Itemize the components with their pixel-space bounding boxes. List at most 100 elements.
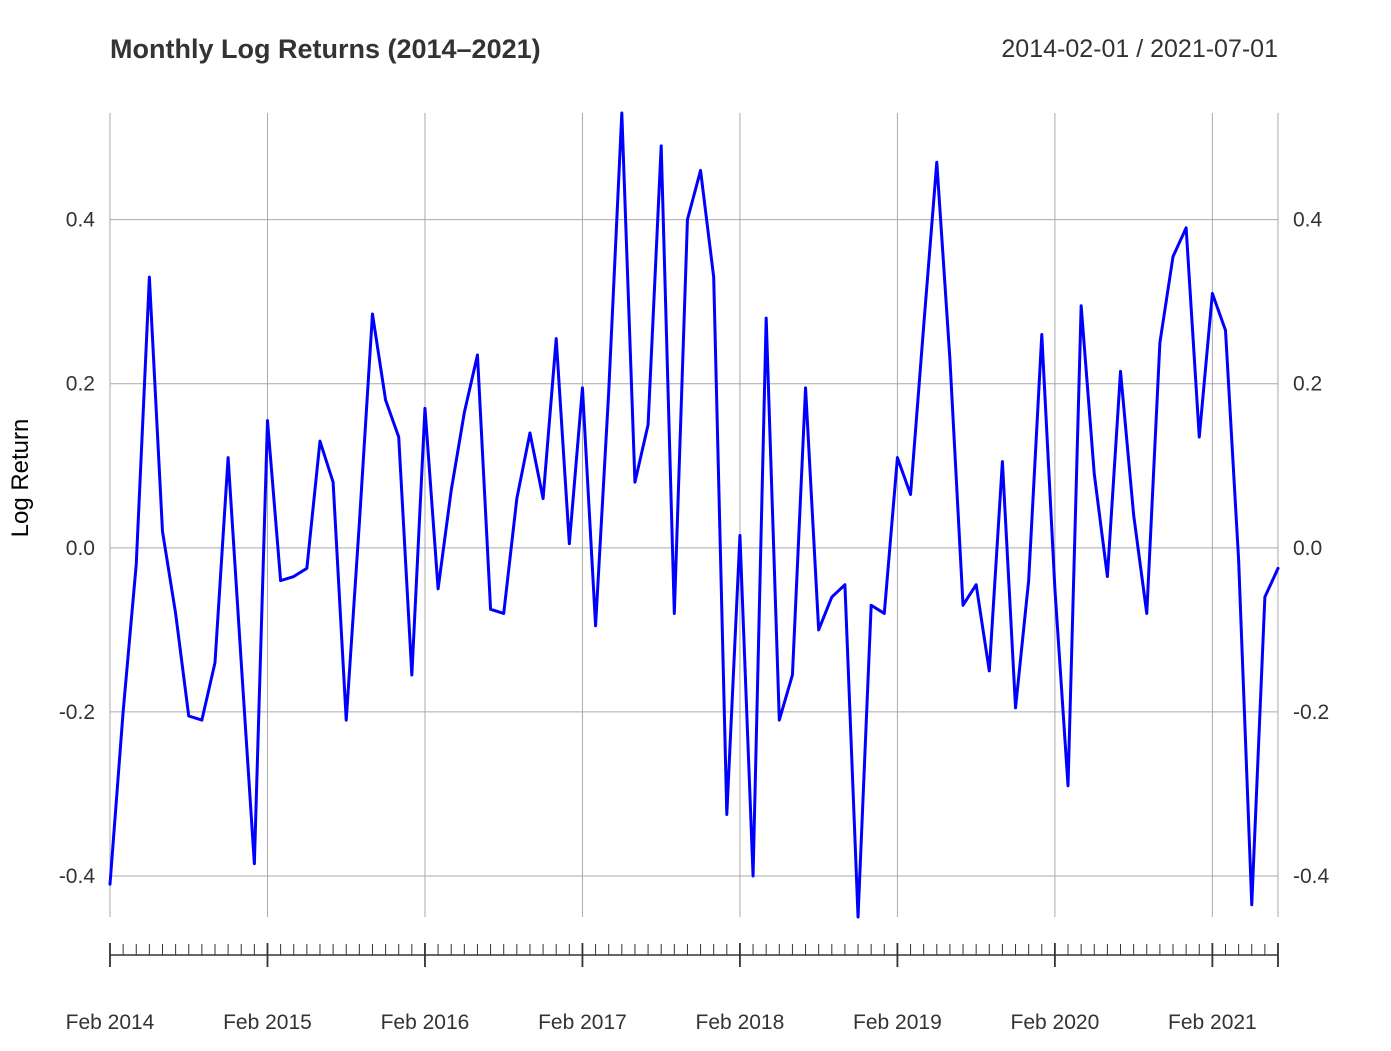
data-point [463, 411, 466, 414]
data-point [436, 587, 440, 591]
data-point [200, 718, 204, 722]
data-point [594, 624, 597, 627]
data-point [502, 612, 505, 615]
y-tick-label-right: -0.2 [1293, 701, 1329, 724]
y-tick-label-right: 0.2 [1293, 373, 1322, 396]
x-tick-label: Feb 2019 [853, 1011, 942, 1034]
data-point [581, 386, 584, 390]
data-point [1211, 292, 1214, 295]
data-point [633, 480, 637, 484]
data-point [305, 567, 309, 570]
data-point [358, 522, 361, 525]
data-point [253, 862, 256, 865]
series-line [108, 111, 1280, 919]
series-line-group [108, 111, 1280, 919]
data-point [161, 530, 164, 533]
data-point [712, 275, 715, 279]
data-point [240, 661, 243, 664]
data-point [896, 456, 899, 459]
data-point [135, 563, 138, 566]
data-point [1263, 595, 1267, 599]
x-tick-label: Feb 2017 [538, 1011, 627, 1034]
y-tick-label-right: 0.0 [1293, 537, 1322, 560]
data-point [869, 604, 873, 607]
data-point [450, 489, 453, 492]
data-point [397, 435, 400, 439]
chart-title: Monthly Log Returns (2014–2021) [110, 34, 541, 64]
data-point [187, 714, 190, 718]
y-axis-title: Log Return [7, 419, 34, 538]
data-point [1184, 226, 1188, 230]
data-point [1079, 304, 1083, 307]
y-tick-label-left: 0.0 [66, 537, 95, 560]
data-point [1250, 903, 1253, 906]
data-point [725, 813, 729, 816]
data-point [1001, 460, 1004, 463]
data-point [345, 718, 348, 722]
data-point [1145, 612, 1148, 615]
data-point [961, 604, 965, 607]
data-point [988, 669, 991, 673]
data-point [1132, 513, 1135, 517]
data-point [607, 390, 610, 394]
data-point [659, 144, 663, 148]
data-point [948, 357, 952, 361]
data-point [738, 534, 742, 537]
data-point [935, 161, 938, 164]
data-point [528, 431, 532, 435]
data-point [384, 398, 387, 402]
data-point [1224, 329, 1227, 332]
data-point [699, 169, 702, 172]
data-point [673, 612, 676, 615]
x-tick-label: Feb 2016 [381, 1011, 470, 1034]
data-point [751, 874, 755, 878]
x-tick-labels: Feb 2014 Feb 2015 Feb 2016 Feb 2017 Feb 2018… [66, 1011, 1257, 1034]
data-point [331, 480, 335, 484]
data-point [555, 337, 558, 340]
data-point [856, 915, 860, 919]
data-point [1237, 558, 1240, 562]
data-point [883, 612, 886, 615]
data-point [174, 612, 177, 615]
data-point [213, 661, 217, 664]
data-point [226, 456, 230, 459]
data-point [568, 542, 571, 545]
data-point [620, 111, 624, 115]
y-tick-labels: -0.4 -0.4 -0.2 -0.2 0.0 0.0 0.2 0.2 0.4 0.4 [59, 209, 1330, 888]
data-point [764, 316, 768, 320]
data-point [1119, 370, 1122, 373]
data-point [1040, 333, 1043, 336]
data-point [1053, 587, 1057, 591]
date-range-label: 2014-02-01 / 2021-07-01 [1001, 35, 1278, 63]
data-point [817, 628, 820, 632]
data-point [843, 583, 847, 586]
y-tick-label-left: 0.4 [66, 209, 96, 232]
data-point [476, 353, 479, 357]
x-tick-label: Feb 2015 [223, 1011, 312, 1034]
y-tick-label-left: -0.2 [59, 701, 95, 724]
x-tick-label: Feb 2014 [66, 1011, 155, 1034]
x-tick-label: Feb 2021 [1168, 1011, 1257, 1034]
data-point [1066, 784, 1070, 787]
y-tick-label-right: -0.4 [1293, 865, 1330, 888]
y-tick-label-right: 0.4 [1293, 209, 1323, 232]
data-point [108, 882, 112, 886]
data-point [1171, 255, 1175, 258]
data-point [410, 673, 414, 677]
data-point [1093, 472, 1096, 476]
data-point [148, 275, 151, 279]
data-point [974, 583, 978, 586]
data-point [1198, 435, 1201, 439]
data-point [686, 218, 689, 221]
data-point [1027, 579, 1030, 582]
data-point [1276, 567, 1280, 570]
data-point [791, 673, 794, 677]
y-tick-label-left: -0.4 [59, 865, 96, 888]
data-point [515, 497, 519, 500]
data-point [1106, 575, 1109, 578]
data-point [371, 312, 374, 316]
data-point [279, 579, 282, 582]
data-point [266, 419, 269, 422]
data-point [292, 575, 295, 578]
